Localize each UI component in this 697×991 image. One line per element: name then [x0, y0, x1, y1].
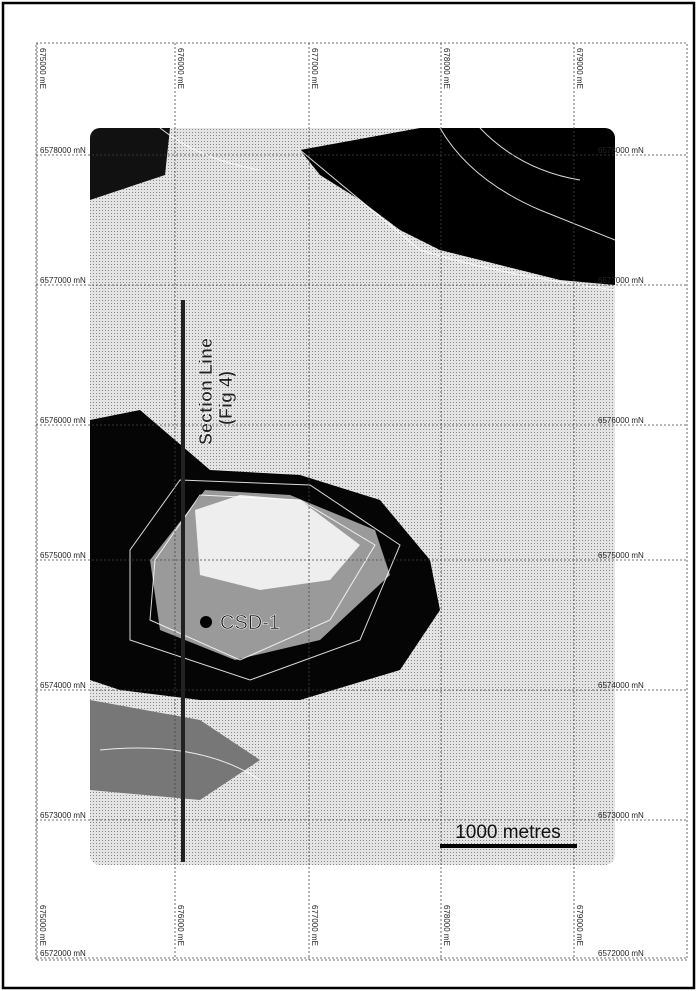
northing-label-right: 6573000 mN [598, 811, 644, 820]
easting-label-top: 675000 mE [38, 48, 47, 89]
easting-label-bottom: 677000 mE [310, 905, 319, 946]
easting-label-bottom: 678000 mE [442, 905, 451, 946]
northing-label-right: 6575000 mN [598, 551, 644, 560]
northing-label-right: 6574000 mN [598, 681, 644, 690]
easting-label-top: 679000 mE [575, 48, 584, 89]
easting-label-bottom: 675000 mE [38, 905, 47, 946]
easting-label-top: 677000 mE [310, 48, 319, 89]
northing-label-left: 6577000 mN [40, 276, 86, 285]
northing-label-left: 6578000 mN [40, 146, 86, 155]
northing-label-right: 6578000 mN [598, 146, 644, 155]
northing-label-left: 6575000 mN [40, 551, 86, 560]
northing-label-right: 6577000 mN [598, 276, 644, 285]
northing-label-left: 6576000 mN [40, 416, 86, 425]
relief-map [90, 128, 615, 865]
easting-label-bottom: 676000 mE [176, 905, 185, 946]
northing-label-right: 6572000 mN [598, 949, 644, 958]
easting-label-top: 678000 mE [442, 48, 451, 89]
easting-label-bottom: 679000 mE [575, 905, 584, 946]
section-label-line: (Fig 4) [216, 371, 236, 425]
easting-label-top: 676000 mE [176, 48, 185, 89]
well-marker [200, 616, 212, 628]
northing-label-left: 6573000 mN [40, 811, 86, 820]
map-figure: 675000 mE 675000 mE 676000 mE 676000 mE 6770… [0, 0, 697, 991]
well-label: CSD-1 [220, 612, 280, 634]
northing-label-left: 6574000 mN [40, 681, 86, 690]
northing-label-left: 6572000 mN [40, 949, 86, 958]
scale-bar-label: 1000 metres [455, 822, 561, 843]
section-label-line: Section Line [196, 338, 216, 445]
northing-label-right: 6576000 mN [598, 416, 644, 425]
